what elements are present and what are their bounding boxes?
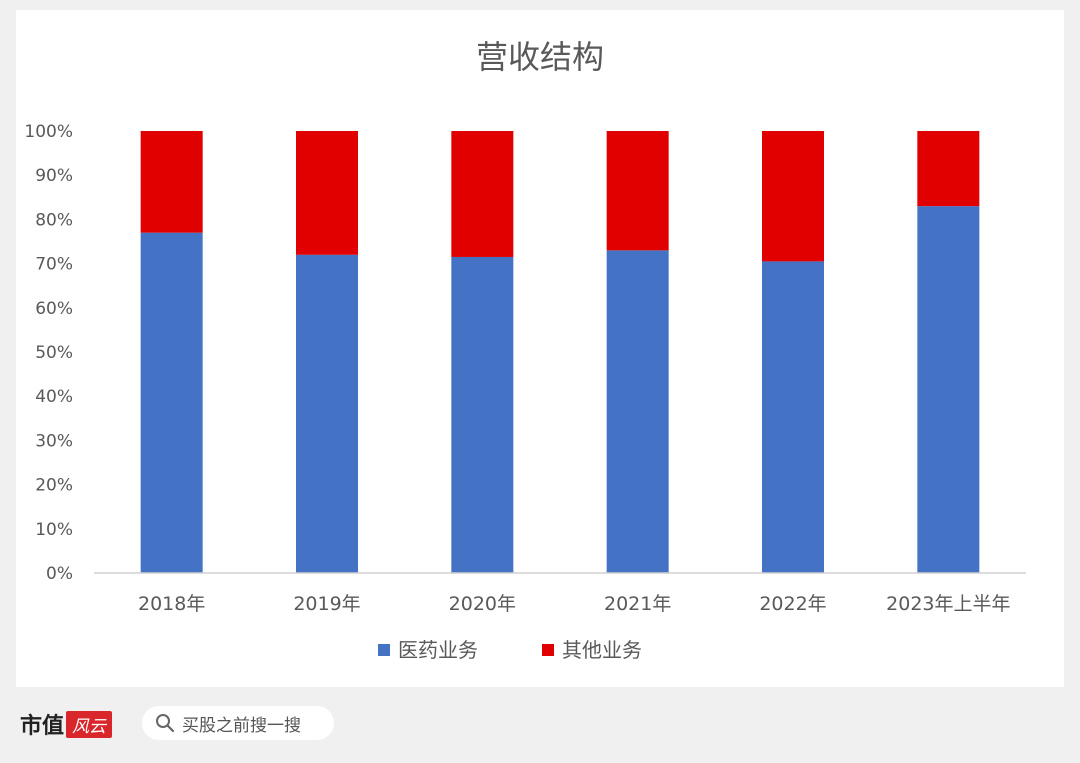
- x-tick-label: 2019年: [293, 593, 360, 615]
- chart-svg: 营收结构 0% 10% 20% 30% 40% 50% 60% 70% 80% 90% 100% 2…: [24, 38, 1026, 662]
- legend-label: 其他业务: [562, 638, 642, 662]
- x-tick-label: 2023年上半年: [886, 593, 1010, 615]
- chart-title: 营收结构: [476, 38, 604, 76]
- bar-pharma-0: [140, 232, 203, 573]
- y-tick-label: 10%: [35, 520, 73, 540]
- bar-other-1: [296, 131, 358, 255]
- brand-logo: 市值 风云: [20, 708, 113, 740]
- y-axis: 0% 10% 20% 30% 40% 50% 60% 70% 80% 90% 100%: [24, 122, 73, 584]
- legend-swatch: [378, 644, 390, 656]
- bar-other-2: [451, 131, 514, 257]
- legend-label: 医药业务: [398, 638, 478, 662]
- search-box[interactable]: 买股之前搜一搜: [142, 706, 334, 740]
- search-icon: [156, 714, 175, 733]
- y-tick-label: 90%: [35, 166, 73, 186]
- bar-pharma-3: [606, 250, 669, 573]
- chart-panel: 营收结构 0% 10% 20% 30% 40% 50% 60% 70% 80% 90% 100% 2…: [16, 10, 1064, 687]
- x-tick-label: 2022年: [759, 593, 826, 615]
- y-tick-label: 30%: [35, 431, 73, 451]
- bar-pharma-4: [762, 261, 824, 573]
- x-tick-label: 2018年: [138, 593, 205, 615]
- legend-swatch: [542, 644, 554, 656]
- bar-pharma-2: [451, 256, 514, 573]
- y-tick-label: 100%: [24, 122, 73, 142]
- bar-pharma-1: [296, 254, 358, 573]
- bar-other-4: [762, 131, 824, 262]
- y-tick-label: 40%: [35, 387, 73, 407]
- bar-other-5: [917, 131, 980, 207]
- y-tick-label: 0%: [46, 564, 73, 584]
- y-tick-label: 70%: [35, 255, 73, 275]
- footer: 市值 风云 买股之前搜一搜: [0, 690, 1080, 763]
- bar-pharma-5: [917, 206, 980, 573]
- bars: [140, 131, 980, 573]
- y-tick-label: 60%: [35, 299, 73, 319]
- brand-badge: 风云: [66, 710, 113, 738]
- bar-other-0: [140, 131, 203, 233]
- y-tick-label: 20%: [35, 476, 73, 496]
- y-tick-label: 80%: [35, 210, 73, 230]
- brand-text: 市值: [20, 713, 65, 739]
- y-tick-label: 50%: [35, 343, 73, 363]
- x-axis: 2018年 2019年 2020年 2021年 2022年 2023年上半年: [138, 593, 1011, 615]
- legend: 医药业务 其他业务: [378, 638, 642, 662]
- search-placeholder: 买股之前搜一搜: [182, 715, 301, 736]
- x-tick-label: 2021年: [604, 593, 671, 615]
- x-tick-label: 2020年: [449, 593, 516, 615]
- bar-other-3: [606, 131, 669, 251]
